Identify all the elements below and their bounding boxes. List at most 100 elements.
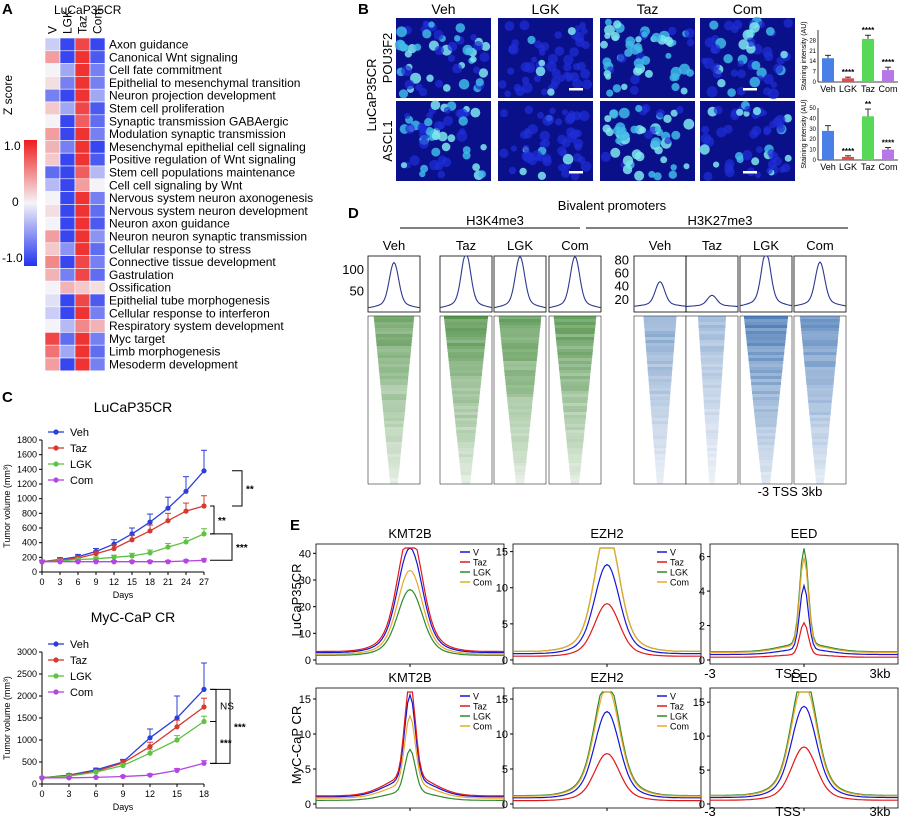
profile-heatmap-row	[514, 463, 527, 466]
profile-heatmap-row	[646, 349, 674, 352]
heatmap-cell	[89, 332, 106, 346]
heatmap-cell	[74, 37, 91, 52]
profile-heatmap-row	[509, 421, 531, 424]
profile-heatmap-row	[801, 331, 839, 334]
profile-heatmap-row	[700, 352, 724, 355]
profile-heatmap-row	[761, 478, 771, 481]
profile-heatmap-row	[455, 424, 477, 427]
cell-nucleus	[574, 143, 582, 151]
panel-letter-a: A	[2, 1, 13, 18]
heatmap-row-label: Neuron axon guidance	[109, 217, 230, 231]
y-tick-label: 600	[22, 523, 37, 533]
chip-legend-label: V	[473, 548, 479, 558]
data-point	[183, 508, 189, 514]
profile-heatmap-row	[448, 358, 484, 361]
bar-significance: ****	[882, 58, 895, 67]
chip-y-tick-label: 15	[496, 694, 508, 706]
profile-heatmap-row	[805, 370, 835, 373]
data-point	[147, 519, 153, 525]
heatmap-cell	[74, 357, 91, 372]
chip-series-line	[316, 588, 504, 656]
cell-nucleus	[756, 67, 767, 78]
profile-heatmap-row	[560, 379, 590, 382]
data-point	[183, 539, 189, 545]
data-point	[57, 559, 63, 565]
profile-heatmap-row	[512, 445, 528, 448]
profile-heatmap-row	[801, 328, 839, 331]
profile-heatmap-row	[758, 451, 774, 454]
panel-letter-e: E	[290, 517, 300, 534]
profile-heatmap-row	[373, 316, 415, 319]
profile-heatmap-row	[376, 346, 412, 349]
profile-heatmap-row	[802, 343, 838, 346]
heatmap-cell	[89, 255, 106, 269]
cell-nucleus	[524, 127, 531, 135]
profile-heatmap-row	[747, 346, 785, 349]
data-point	[39, 559, 45, 565]
profile-heatmap-row	[761, 481, 771, 484]
profile-heatmap-row	[385, 439, 403, 442]
profile-heatmap-row	[461, 481, 471, 484]
profile-heatmap-row	[448, 361, 484, 364]
profile-heatmap-row	[651, 421, 668, 424]
heatmap-row-label: Mesoderm development	[109, 358, 238, 372]
profile-heatmap-row	[446, 337, 486, 340]
profile-heatmap-row	[558, 361, 592, 364]
profile-heatmap-row	[451, 388, 481, 391]
profile-heatmap-row	[655, 460, 665, 463]
chip-series-line	[513, 602, 701, 657]
bar-significance: ****	[842, 68, 855, 77]
cell-nucleus	[443, 115, 453, 126]
chip-y-tick-label: 2	[699, 621, 705, 633]
profile-heatmap-row	[701, 361, 723, 364]
series-taz: Taz	[39, 443, 207, 565]
profile-heatmap-row	[384, 427, 404, 430]
profile-heatmap-row	[556, 343, 594, 346]
cell-nucleus	[470, 56, 477, 63]
cell-nucleus	[670, 109, 678, 117]
cell-nucleus	[541, 88, 548, 96]
profile-heatmap-row	[804, 358, 836, 361]
cell-nucleus	[680, 87, 688, 95]
heatmap-cell	[89, 76, 106, 90]
profile-heatmap-row	[500, 328, 540, 331]
profile-heatmap-row	[562, 400, 588, 403]
profile-heatmap-row	[746, 337, 786, 340]
profile-heatmap-row	[698, 322, 726, 325]
cell-nucleus	[723, 54, 733, 64]
cell-nucleus	[773, 63, 784, 74]
heatmap-cell	[59, 191, 76, 205]
heatmap-cell	[59, 242, 76, 256]
cell-nucleus	[763, 87, 772, 96]
profile-heatmap-row	[813, 454, 827, 457]
chip-series-line	[710, 691, 898, 797]
cell-nucleus	[770, 81, 778, 88]
cell-nucleus	[567, 27, 576, 36]
profile-heatmap-row	[803, 349, 837, 352]
bar-tick-label: 20	[809, 137, 816, 143]
heatmap-cell	[74, 76, 91, 90]
bar	[822, 130, 834, 160]
heatmap-cell	[74, 191, 91, 205]
tumor-growth-chart-lucap: LuCaP35CR 0 200 400 600 800 1000 1200 1400 1600 18…	[2, 399, 254, 600]
profile-heatmap-row	[699, 331, 725, 334]
cell-nucleus	[579, 22, 587, 29]
profile-heatmap-row	[504, 376, 535, 379]
cell-nucleus	[462, 44, 474, 56]
profile-heatmap-row	[701, 364, 723, 367]
heatmap-cell	[89, 140, 106, 154]
profile-heatmap-row	[513, 460, 527, 463]
profile-heatmap-row	[387, 457, 401, 460]
heatmap-row-label: Limb morphogenesis	[109, 345, 220, 359]
profile-heatmap-row	[647, 364, 673, 367]
profile-heatmap-row	[647, 367, 673, 370]
profile-column: Veh	[633, 238, 687, 485]
heatmap-cell	[59, 165, 76, 180]
legend-marker	[53, 673, 59, 679]
legend-marker	[53, 477, 59, 483]
profile-column: LGK	[493, 238, 547, 485]
heatmap-row-label: Cell fate commitment	[109, 63, 222, 77]
scale-bar	[743, 171, 757, 174]
heatmap-cell	[89, 152, 106, 167]
profile-heatmap-row	[505, 379, 535, 382]
